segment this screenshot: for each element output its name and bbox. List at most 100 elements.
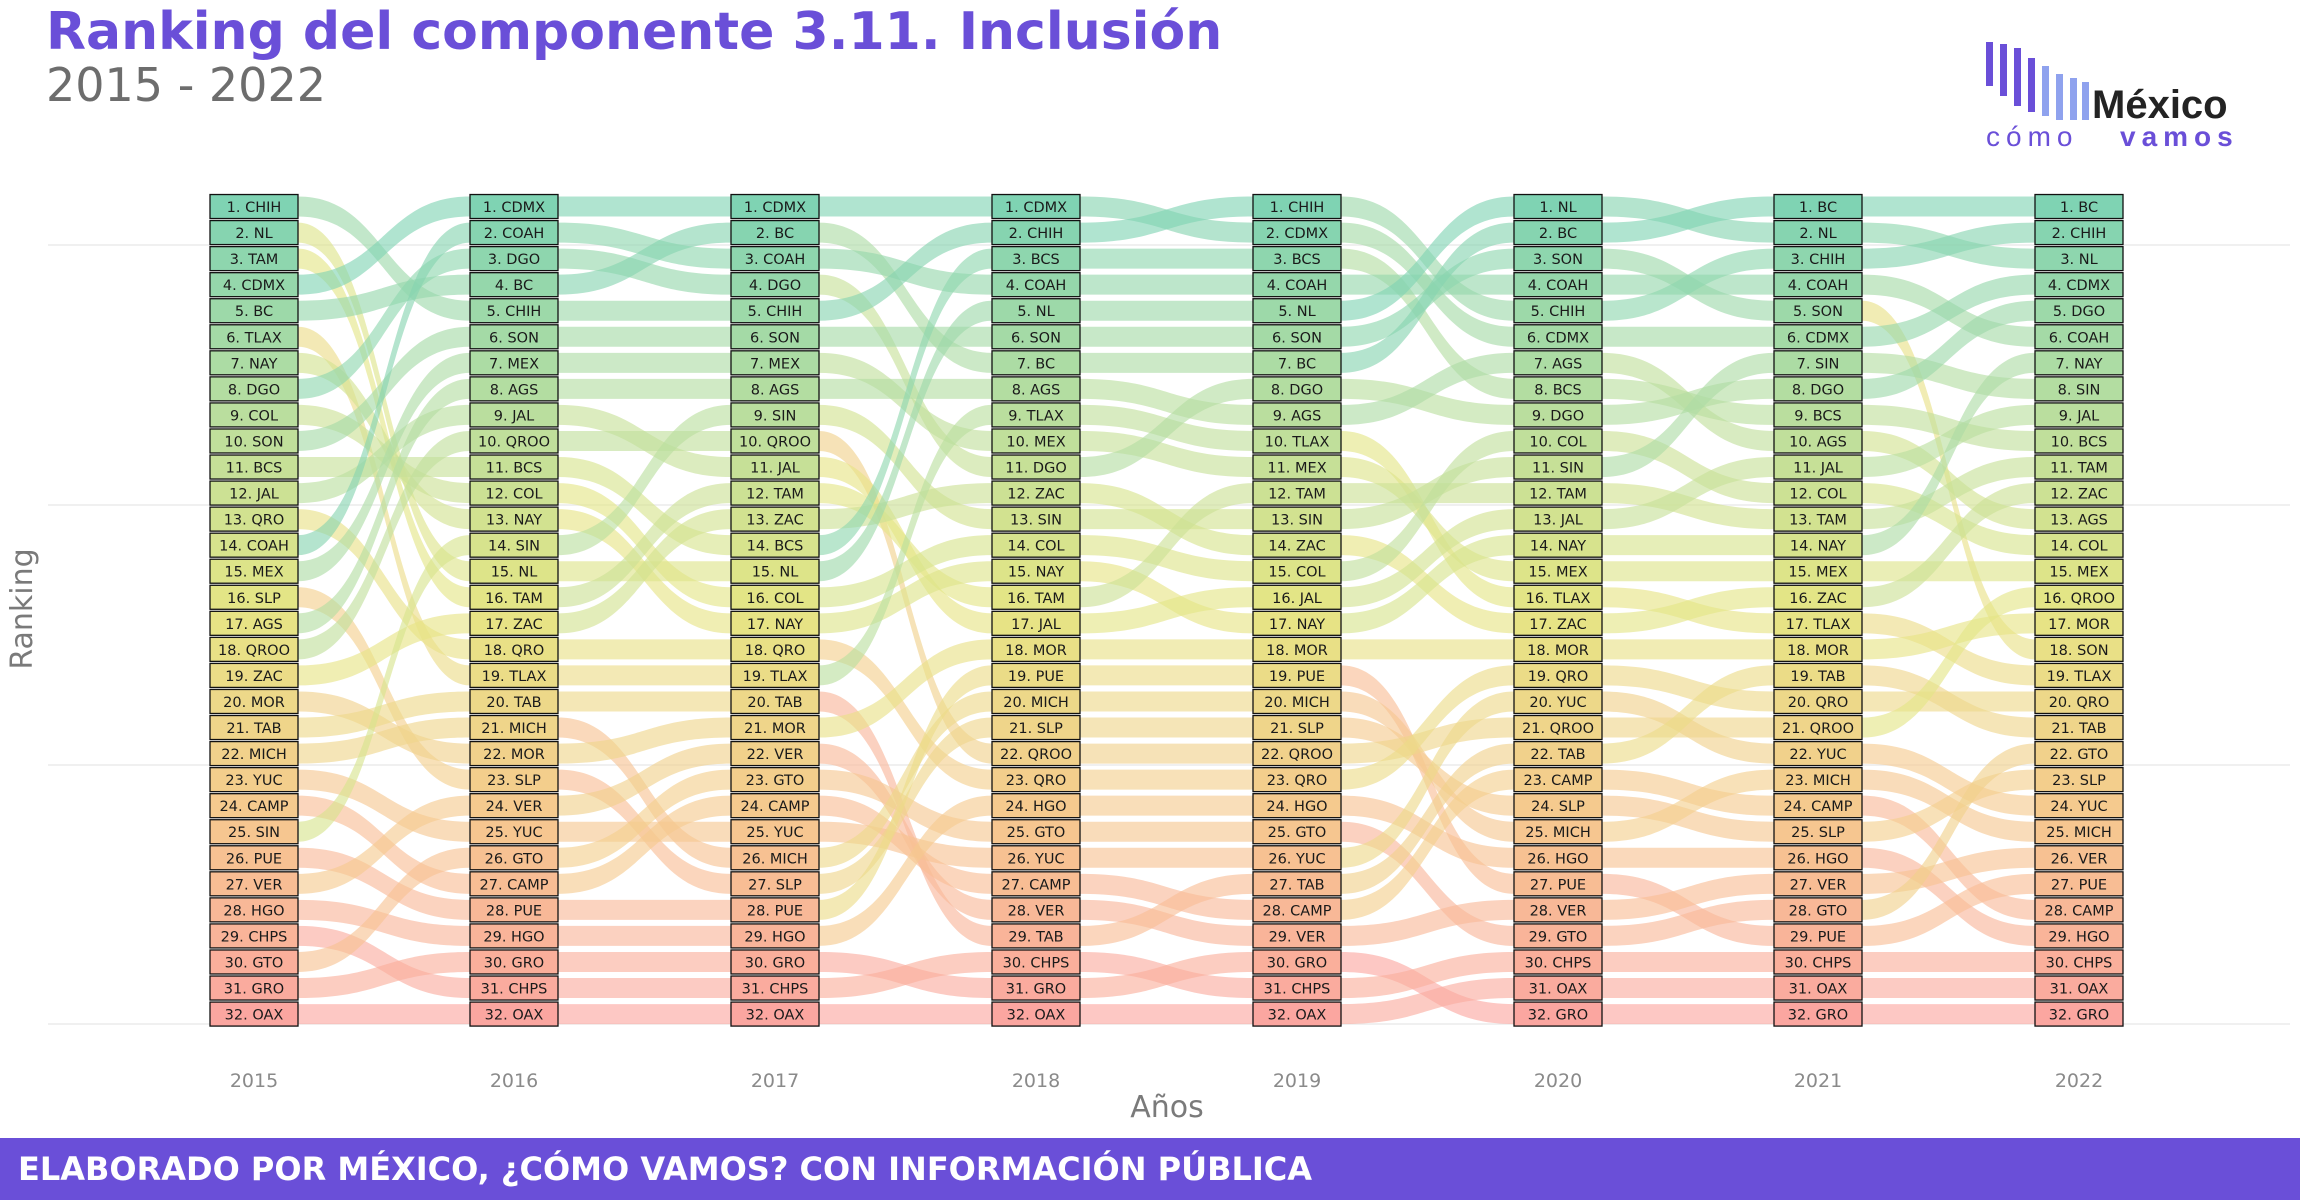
rank-box-2018-16 [991,584,1081,610]
ribbon-oax-2019 [1341,978,1514,1025]
rank-label-2022-9: 9. JAL [2059,408,2099,424]
rank-label-2015-22: 22. MICH [221,747,286,763]
rank-box-2018-4 [991,272,1081,298]
rank-box-2015-27 [209,871,299,897]
rank-box-2018-22 [991,740,1081,767]
rank-label-2019-25: 25. GTO [1268,825,1327,841]
rank-label-2022-3: 3. NL [2060,252,2097,268]
rank-label-2019-2: 2. CDMX [1266,226,1328,242]
rank-box-2015-22 [209,740,299,767]
ribbon-jal-2021 [1862,404,2035,478]
ribbon-mor-2021 [1862,613,2035,660]
rank-label-2016-10: 10. QROO [478,434,550,450]
bump-chart: 1. CHIH 2. NL 3. TAM 4. CDMX 5. BC 6. TLAX 7. … [5,193,2290,1125]
rank-box-2015-30 [209,949,299,975]
ribbon-tam-2015 [298,248,470,608]
rank-label-2016-24: 24. VER [486,799,543,815]
rank-label-2018-1: 1. CDMX [1005,200,1067,216]
rank-box-2017-28 [730,897,820,923]
rank-box-2021-24 [1773,793,1863,819]
rank-box-2016-16 [469,584,559,610]
rank-label-2019-18: 18. MOR [1266,643,1328,659]
ribbon-mor-2020 [1602,639,1774,660]
rank-label-2015-1: 1. CHIH [227,200,282,216]
ribbon-ver-2016 [558,743,731,816]
rank-label-2019-20: 20. MICH [1264,695,1329,711]
ribbon-tlax-2017 [819,404,992,686]
rank-label-2018-8: 8. AGS [1012,382,1061,398]
rank-box-2015-4 [209,272,299,298]
rank-box-2020-5 [1513,298,1603,324]
rank-box-2020-8 [1513,376,1603,402]
rank-label-2022-31: 31. OAX [2050,982,2109,998]
rank-label-2020-24: 24. SLP [1531,799,1585,815]
ribbon-mor-2017 [819,639,992,738]
rank-label-2015-23: 23. YUC [225,773,282,789]
rank-box-2019-2 [1252,219,1342,246]
rank-label-2015-5: 5. BC [235,304,273,320]
rank-label-2017-26: 26. MICH [742,851,807,867]
rank-box-2022-15 [2034,558,2124,584]
rank-box-2020-13 [1513,506,1603,532]
rank-label-2019-29: 29. VER [1269,929,1326,945]
rank-label-2021-11: 11. JAL [1793,461,1843,477]
ribbon-col-2019 [1341,430,1514,582]
rank-box-2016-17 [469,610,559,636]
rank-label-2021-10: 10. AGS [1789,434,1847,450]
rank-box-2015-11 [209,454,299,480]
ribbon-yuc-2018 [1080,847,1253,868]
rank-box-2019-8 [1252,376,1342,402]
rank-label-2020-1: 1. NL [1539,200,1576,216]
rank-label-2020-3: 3. SON [1533,252,1583,268]
rank-label-2020-4: 4. COAH [1528,278,1589,294]
rank-box-2020-19 [1513,662,1603,689]
rank-label-2015-7: 7. NAY [231,356,278,372]
rank-box-2018-15 [991,558,1081,584]
logo-word-como: cómo [1986,121,2078,152]
rank-label-2015-24: 24. CAMP [220,799,289,815]
rank-box-2021-8 [1773,376,1863,402]
rank-label-2015-30: 30. GTO [225,955,284,971]
ribbon-qroo-2019 [1341,717,1514,764]
rank-label-2021-16: 16. ZAC [1789,591,1846,607]
rank-box-2019-27 [1252,871,1342,897]
ribbon-nay-2015 [298,352,470,530]
rank-box-2017-3 [730,245,820,272]
rank-box-2018-1 [991,193,1081,220]
rank-box-2016-15 [469,558,559,584]
rank-label-2015-14: 14. COAH [219,539,289,555]
ribbon-son-2018 [1080,326,1253,347]
ribbon-cdmx-2016 [558,196,731,217]
rank-box-2021-25 [1773,819,1863,845]
rank-box-2019-18 [1252,636,1342,663]
rank-box-2022-22 [2034,740,2124,767]
ribbon-mich-2020 [1602,769,1774,842]
ribbon-gro-2015 [298,951,470,999]
rank-box-2020-18 [1513,636,1603,663]
rank-box-2017-7 [730,350,820,376]
ribbon-nay-2020 [1602,535,1774,556]
rank-box-2021-9 [1773,402,1863,428]
rank-label-2015-28: 28. HGO [223,903,284,919]
ribbon-oax-2020 [1602,978,1774,999]
rank-label-2016-30: 30. GRO [484,955,544,971]
rank-label-2016-23: 23. SLP [487,773,541,789]
rank-box-2015-8 [209,376,299,402]
rank-label-2022-25: 25. MICH [2046,825,2111,841]
rank-box-2017-29 [730,923,820,949]
ribbon-camp-2016 [558,795,731,894]
rank-box-2019-5 [1252,298,1342,324]
x-tick-label-2019: 2019 [1273,1070,1321,1092]
rank-label-2018-11: 11. DGO [1005,461,1066,477]
rank-box-2017-9 [730,402,820,428]
rank-box-2016-2 [469,219,559,246]
rank-box-2016-3 [469,245,559,272]
rank-label-2017-25: 25. YUC [746,825,803,841]
rank-label-2019-6: 6. SON [1272,330,1322,346]
ribbon-sin-2019 [1341,457,1514,530]
ribbon-ver-2021 [1862,847,2035,894]
rank-box-2016-25 [469,819,559,845]
rank-label-2016-29: 29. HGO [483,929,544,945]
ribbon-chih-2017 [819,222,992,321]
rank-label-2015-12: 12. JAL [229,487,279,503]
